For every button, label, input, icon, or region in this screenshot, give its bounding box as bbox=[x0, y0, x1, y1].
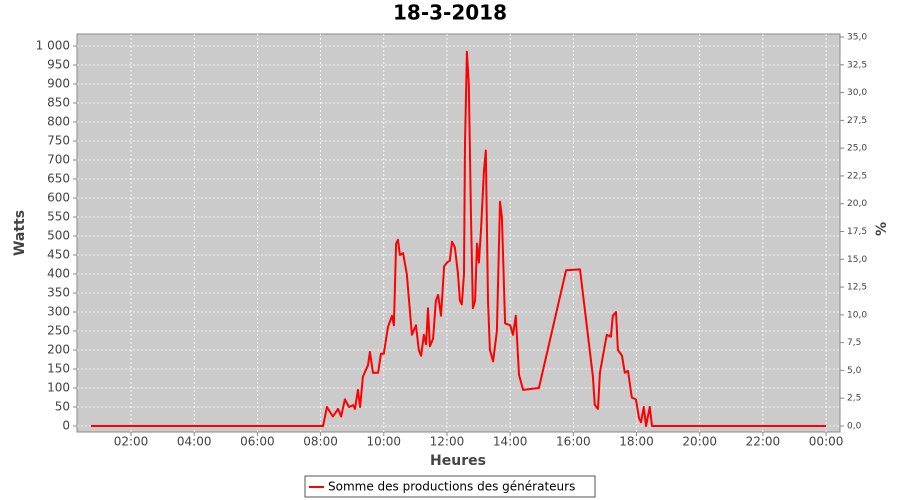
y2-tick-label: 7,5 bbox=[847, 338, 861, 348]
x-tick-label: 22:00 bbox=[746, 435, 781, 449]
y-tick-label: 750 bbox=[47, 134, 70, 148]
y2-tick-label: 5,0 bbox=[847, 366, 862, 376]
y2-tick-label: 35,0 bbox=[847, 33, 867, 43]
y2-tick-label: 22,5 bbox=[847, 171, 867, 181]
y2-tick-label: 27,5 bbox=[847, 116, 867, 126]
y-tick-label: 650 bbox=[47, 172, 70, 186]
chart-title: 18-3-2018 bbox=[393, 1, 507, 25]
x-tick-label: 18:00 bbox=[619, 435, 654, 449]
y2-tick-label: 12,5 bbox=[847, 283, 867, 293]
y2-tick-label: 10,0 bbox=[847, 310, 867, 320]
y-tick-label: 400 bbox=[47, 267, 70, 281]
y2-tick-label: 25,0 bbox=[847, 144, 867, 154]
x-tick-label: 12:00 bbox=[430, 435, 465, 449]
y2-tick-label: 15,0 bbox=[847, 255, 867, 265]
y-tick-label: 600 bbox=[47, 191, 70, 205]
x-axis-label: Heures bbox=[430, 453, 486, 469]
y-tick-label: 1 000 bbox=[36, 39, 70, 53]
series-line bbox=[90, 50, 827, 427]
y-tick-label: 200 bbox=[47, 342, 70, 356]
y2-tick-label: 32,5 bbox=[847, 60, 867, 70]
y-tick-label: 100 bbox=[47, 380, 70, 394]
y-tick-label: 300 bbox=[47, 304, 70, 318]
y-tick-label: 350 bbox=[47, 286, 70, 300]
plot-area bbox=[76, 33, 841, 433]
legend-box bbox=[304, 475, 596, 498]
y2-tick-label: 30,0 bbox=[847, 88, 867, 98]
x-tick-label: 00:00 bbox=[809, 435, 844, 449]
y2-tick-label: 20,0 bbox=[847, 199, 867, 209]
x-tick-label: 02:00 bbox=[114, 435, 149, 449]
y-tick-label: 0 bbox=[62, 418, 70, 432]
y2-tick-label: 0,0 bbox=[847, 421, 862, 431]
y-tick-label: 500 bbox=[47, 229, 70, 243]
x-tick-label: 08:00 bbox=[303, 435, 338, 449]
x-tick-label: 06:00 bbox=[240, 435, 275, 449]
y-tick-label: 450 bbox=[47, 248, 70, 262]
legend-label: Somme des productions des générateurs bbox=[328, 480, 575, 494]
x-tick-label: 04:00 bbox=[177, 435, 212, 449]
y-tick-label: 550 bbox=[47, 210, 70, 224]
x-tick-label: 10:00 bbox=[366, 435, 401, 449]
y-tick-label: 250 bbox=[47, 323, 70, 337]
y-tick-label: 50 bbox=[55, 399, 70, 413]
y-tick-label: 150 bbox=[47, 361, 70, 375]
x-tick-label: 14:00 bbox=[493, 435, 528, 449]
y2-tick-label: 2,5 bbox=[847, 394, 861, 404]
y-tick-label: 900 bbox=[47, 77, 70, 91]
y2-tick-label: 17,5 bbox=[847, 227, 867, 237]
x-tick-label: 16:00 bbox=[556, 435, 591, 449]
y-tick-label: 950 bbox=[47, 58, 70, 72]
y-axis-label: Watts bbox=[12, 210, 28, 256]
y2-axis-label: % bbox=[874, 222, 890, 236]
y-tick-label: 700 bbox=[47, 153, 70, 167]
y-tick-label: 850 bbox=[47, 96, 70, 110]
y-tick-label: 800 bbox=[47, 115, 70, 129]
x-tick-label: 20:00 bbox=[682, 435, 717, 449]
